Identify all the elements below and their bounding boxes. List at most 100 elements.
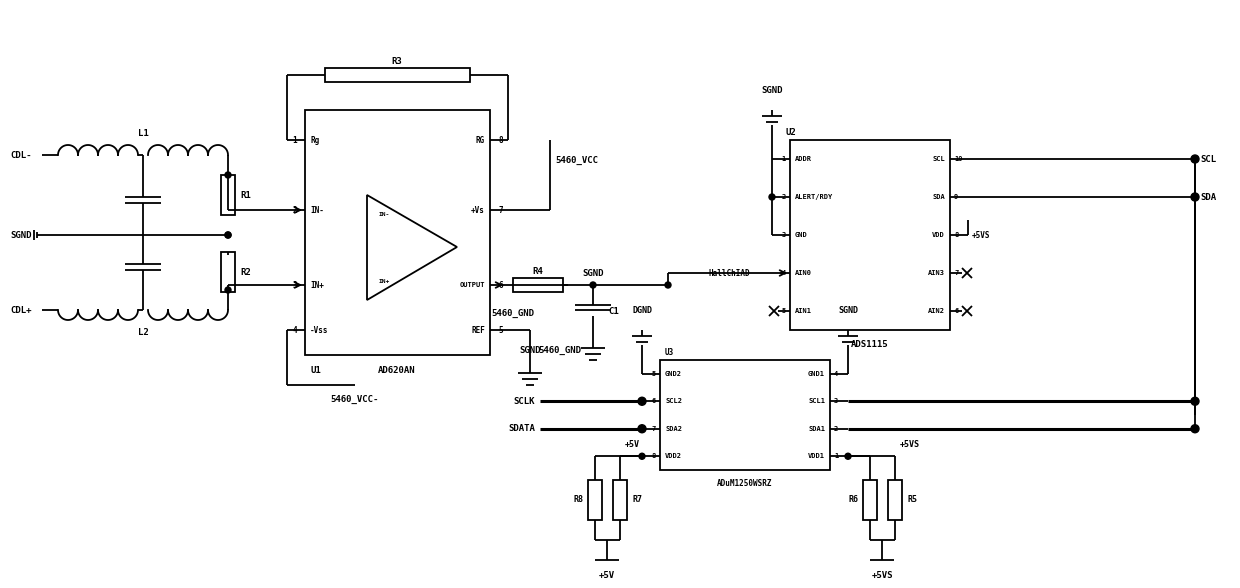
Text: SDA: SDA	[1200, 192, 1216, 202]
Text: SGND: SGND	[838, 306, 858, 315]
Text: 8: 8	[954, 232, 959, 238]
Text: DGND: DGND	[632, 306, 652, 315]
Bar	[863, 480, 877, 520]
Text: 4: 4	[293, 326, 298, 335]
Text: 5: 5	[781, 308, 786, 314]
Circle shape	[224, 232, 231, 238]
Circle shape	[590, 282, 596, 288]
Text: GND2: GND2	[665, 371, 682, 377]
Circle shape	[665, 282, 671, 288]
Circle shape	[1190, 397, 1199, 405]
Bar	[588, 480, 601, 520]
Text: R7: R7	[632, 496, 642, 505]
Text: C1: C1	[608, 306, 619, 316]
Text: +5VS: +5VS	[872, 570, 893, 580]
Text: SCL2: SCL2	[665, 398, 682, 405]
Text: 1: 1	[293, 135, 298, 145]
Circle shape	[639, 453, 645, 459]
Text: SCL1: SCL1	[808, 398, 825, 405]
Text: +5V: +5V	[599, 570, 615, 580]
Text: +Vs: +Vs	[471, 205, 485, 215]
Bar	[221, 175, 236, 215]
Text: L1: L1	[138, 129, 149, 138]
Text: 3: 3	[781, 232, 786, 238]
Text: R4: R4	[533, 266, 543, 276]
Text: L2: L2	[138, 328, 149, 336]
Text: IN-: IN-	[310, 205, 324, 215]
Circle shape	[1190, 425, 1199, 433]
Text: R1: R1	[241, 191, 250, 199]
Bar	[790, 140, 950, 330]
Text: SGND: SGND	[520, 346, 541, 355]
Circle shape	[224, 172, 231, 178]
Text: 5460_VCC-: 5460_VCC-	[331, 395, 379, 403]
Text: 4: 4	[781, 270, 786, 276]
Circle shape	[844, 453, 851, 459]
Text: R8: R8	[573, 496, 583, 505]
Text: SDA2: SDA2	[665, 426, 682, 432]
Text: R6: R6	[848, 496, 858, 505]
Text: 2: 2	[781, 194, 786, 200]
Text: AIN2: AIN2	[928, 308, 945, 314]
Text: 7: 7	[498, 205, 502, 215]
Text: U1: U1	[310, 366, 321, 375]
Text: 6: 6	[498, 280, 502, 289]
Text: +5VS: +5VS	[972, 230, 991, 239]
Text: SCL: SCL	[932, 156, 945, 162]
Text: 5460_GND: 5460_GND	[491, 309, 534, 318]
Circle shape	[769, 194, 775, 200]
Text: SDA1: SDA1	[808, 426, 825, 432]
Text: 5460_GND: 5460_GND	[538, 345, 582, 355]
Bar	[221, 252, 236, 292]
Text: ALERT/RDY: ALERT/RDY	[795, 194, 833, 200]
Text: 4: 4	[835, 371, 838, 377]
Text: VDD: VDD	[932, 232, 945, 238]
Bar	[325, 68, 470, 82]
Text: 2: 2	[293, 205, 298, 215]
Text: SCL: SCL	[1200, 155, 1216, 163]
Text: 10: 10	[954, 156, 962, 162]
Text: 5460_VCC: 5460_VCC	[556, 155, 598, 165]
Text: 5: 5	[652, 371, 656, 377]
Text: IN+: IN+	[310, 280, 324, 289]
Text: CDL+: CDL+	[10, 306, 31, 315]
Text: 1: 1	[781, 156, 786, 162]
Bar	[613, 480, 627, 520]
Text: REF: REF	[471, 326, 485, 335]
Text: 8: 8	[652, 453, 656, 459]
Text: SCLK: SCLK	[513, 397, 534, 406]
Text: U2: U2	[785, 128, 796, 136]
Text: R5: R5	[906, 496, 918, 505]
Text: 8: 8	[498, 135, 502, 145]
Text: SDATA: SDATA	[508, 425, 534, 433]
Text: +5V: +5V	[625, 440, 640, 449]
Text: AIN3: AIN3	[928, 270, 945, 276]
Bar	[513, 278, 563, 292]
Text: SGND: SGND	[10, 230, 31, 239]
Circle shape	[1190, 193, 1199, 201]
Text: 5: 5	[498, 326, 502, 335]
Text: SGND: SGND	[761, 85, 782, 95]
Text: SGND: SGND	[583, 269, 604, 278]
Text: AD620AN: AD620AN	[378, 366, 415, 375]
Text: 9: 9	[954, 194, 959, 200]
Text: R2: R2	[241, 268, 250, 276]
Text: GND: GND	[795, 232, 807, 238]
Text: OUTPUT: OUTPUT	[460, 282, 485, 288]
Text: ADDR: ADDR	[795, 156, 812, 162]
Text: +5VS: +5VS	[900, 440, 920, 449]
Text: 3: 3	[835, 398, 838, 405]
Circle shape	[224, 232, 231, 238]
Text: 7: 7	[954, 270, 959, 276]
Text: RG: RG	[476, 135, 485, 145]
Text: 6: 6	[954, 308, 959, 314]
Text: ADS1115: ADS1115	[851, 339, 889, 349]
Bar	[305, 110, 490, 355]
Text: IN-: IN-	[379, 212, 391, 216]
Circle shape	[1190, 155, 1199, 163]
Text: ADuM1250WSRZ: ADuM1250WSRZ	[717, 479, 773, 489]
Text: AIN1: AIN1	[795, 308, 812, 314]
Circle shape	[224, 287, 231, 293]
Text: AIN0: AIN0	[795, 270, 812, 276]
Bar	[888, 480, 901, 520]
